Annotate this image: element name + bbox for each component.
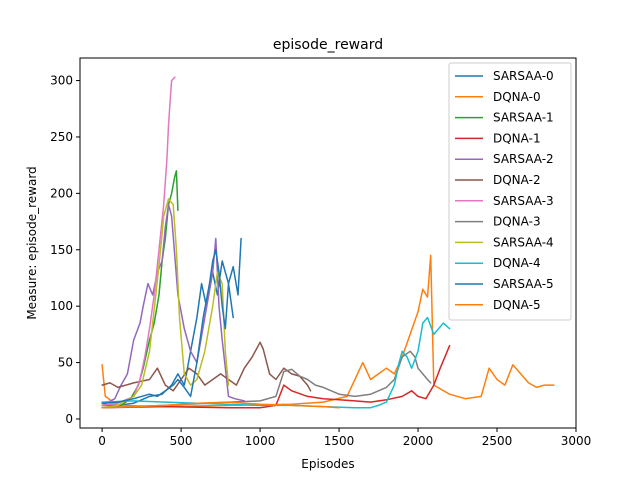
legend-item-dqna-4: DQNA-4 <box>455 256 541 270</box>
legend-label: SARSAA-2 <box>493 152 554 166</box>
y-tick-label: 300 <box>50 74 73 88</box>
y-tick-label: 150 <box>50 243 73 257</box>
legend-label: DQNA-2 <box>493 173 541 187</box>
legend-label: DQNA-5 <box>493 298 541 312</box>
legend-label: DQNA-4 <box>493 256 541 270</box>
y-tick-label: 0 <box>65 412 73 426</box>
x-tick-label: 2000 <box>403 434 434 448</box>
series-line-sarsaa-1 <box>101 170 179 409</box>
legend-item-sarsaa-3: SARSAA-3 <box>455 194 554 208</box>
x-ticks: 0 500 1000 1500 2000 2500 3000 <box>98 428 591 448</box>
legend-frame <box>448 62 572 321</box>
chart-title: episode_reward <box>273 37 383 53</box>
series-line-sarsaa-3 <box>101 76 176 407</box>
legend-item-sarsaa-4: SARSAA-4 <box>455 235 554 249</box>
series-line-dqna-2 <box>101 341 312 392</box>
legend-items: SARSAA-0 DQNA-0 SARSAA-1 DQNA-1 SARSAA-2 DQNA… <box>455 69 554 312</box>
legend-item-dqna-1: DQNA-1 <box>455 131 541 145</box>
plot-area: 0 500 1000 1500 2000 2500 3000 0 50 100 150 200 250… <box>50 57 591 448</box>
legend-item-sarsaa-5: SARSAA-5 <box>455 277 554 291</box>
x-tick-label: 500 <box>170 434 193 448</box>
x-axis-label: Episodes <box>301 457 354 471</box>
x-tick-label: 0 <box>98 434 106 448</box>
y-tick-label: 100 <box>50 299 73 313</box>
legend-label: SARSAA-1 <box>493 111 554 125</box>
series-line-sarsaa-2 <box>101 203 246 407</box>
x-tick-label: 2500 <box>482 434 513 448</box>
legend-label: DQNA-0 <box>493 90 541 104</box>
x-tick-label: 1500 <box>324 434 355 448</box>
series-line-dqna-0 <box>101 254 555 408</box>
legend-label: SARSAA-3 <box>493 194 554 208</box>
y-ticks: 0 50 100 150 200 250 300 <box>50 74 80 426</box>
legend-item-sarsaa-1: SARSAA-1 <box>455 111 554 125</box>
series-line-dqna-5 <box>101 401 340 409</box>
legend-item-dqna-3: DQNA-3 <box>455 215 541 229</box>
y-tick-label: 250 <box>50 130 73 144</box>
series-line-sarsaa-5 <box>101 249 234 404</box>
axes-frame <box>79 57 577 429</box>
y-tick-label: 200 <box>50 186 73 200</box>
legend-item-sarsaa-0: SARSAA-0 <box>455 69 554 83</box>
legend-item-dqna-2: DQNA-2 <box>455 173 541 187</box>
legend-label: DQNA-3 <box>493 215 541 229</box>
legend: SARSAA-0 DQNA-0 SARSAA-1 DQNA-1 SARSAA-2 DQNA… <box>448 62 572 321</box>
x-tick-label: 1000 <box>245 434 276 448</box>
legend-label: DQNA-1 <box>493 131 541 145</box>
series-line-dqna-4 <box>101 316 451 409</box>
legend-item-sarsaa-2: SARSAA-2 <box>455 152 554 166</box>
series-line-dqna-1 <box>101 344 451 409</box>
legend-item-dqna-0: DQNA-0 <box>455 90 541 104</box>
legend-label: SARSAA-4 <box>493 235 554 249</box>
y-tick-label: 50 <box>58 356 73 370</box>
series-layer <box>101 76 555 409</box>
y-axis-label: Measure: episode_reward <box>25 166 39 319</box>
series-line-sarsaa-4 <box>101 198 230 409</box>
legend-label: SARSAA-0 <box>493 69 554 83</box>
legend-item-dqna-5: DQNA-5 <box>455 298 541 312</box>
x-tick-label: 3000 <box>561 434 592 448</box>
legend-label: SARSAA-5 <box>493 277 554 291</box>
